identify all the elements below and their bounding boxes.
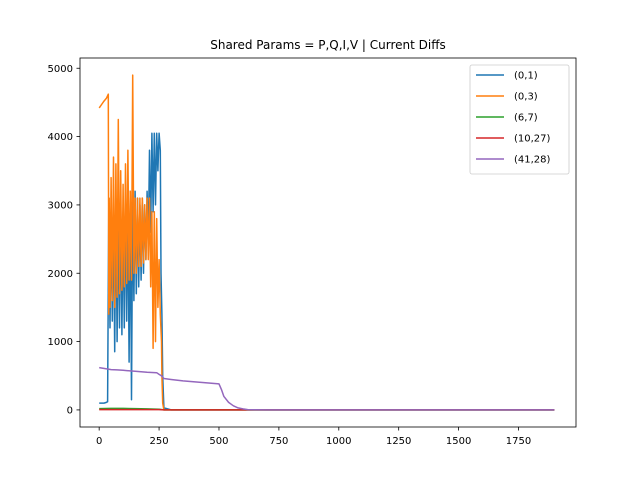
- chart-title: Shared Params = P,Q,I,V | Current Diffs: [210, 38, 446, 52]
- x-tick-label: 1250: [386, 436, 411, 447]
- legend-label-0: (0,1): [514, 71, 538, 82]
- legend-label-2: (6,7): [514, 113, 538, 124]
- x-tick-label: 500: [209, 436, 228, 447]
- x-axis: 0 250 500 750 1000 1250 1500 1750: [96, 427, 531, 447]
- x-tick-label: 250: [150, 436, 169, 447]
- y-axis: 0 1000 2000 3000 4000 5000: [48, 64, 80, 416]
- y-tick-label: 4000: [48, 132, 73, 143]
- y-tick-label: 1000: [48, 337, 73, 348]
- y-tick-label: 3000: [48, 200, 73, 211]
- x-tick-label: 1500: [446, 436, 471, 447]
- legend: (0,1) (0,3) (6,7) (10,27) (41,28): [469, 64, 570, 175]
- legend-label-4: (41,28): [514, 155, 551, 166]
- y-tick-label: 0: [67, 405, 73, 416]
- legend-label-1: (0,3): [514, 92, 538, 103]
- legend-box: [469, 64, 570, 175]
- x-tick-label: 1000: [326, 436, 351, 447]
- series-layer: [98, 74, 555, 411]
- axes-frame: [79, 57, 577, 428]
- x-tick-label: 750: [269, 436, 288, 447]
- series-line-4: [99, 366, 555, 411]
- series-line-1: [98, 74, 555, 411]
- legend-label-3: (10,27): [514, 134, 551, 145]
- y-tick-label: 2000: [48, 269, 73, 280]
- x-tick-label: 0: [96, 436, 102, 447]
- x-tick-label: 1750: [506, 436, 531, 447]
- y-tick-label: 5000: [48, 64, 73, 75]
